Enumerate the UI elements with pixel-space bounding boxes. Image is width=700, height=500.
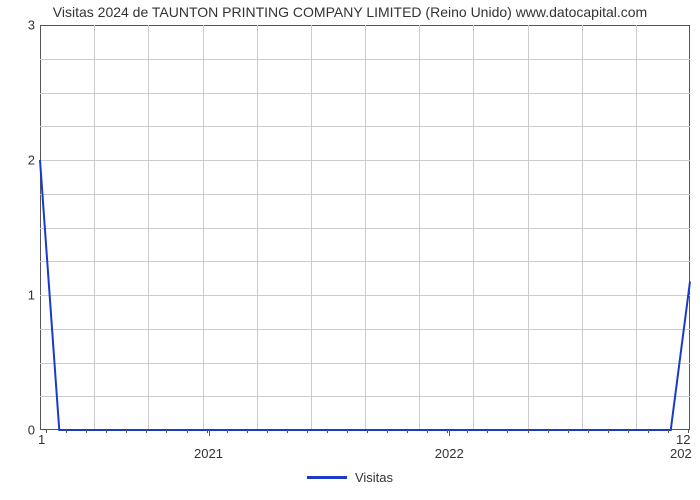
x-end-label-bottom: 202	[670, 446, 692, 461]
y-tick-label: 3	[5, 18, 35, 33]
x-tick-minor	[588, 430, 589, 433]
x-tick-minor	[487, 430, 488, 433]
x-tick-minor	[247, 430, 248, 433]
chart-title: Visitas 2024 de TAUNTON PRINTING COMPANY…	[0, 4, 700, 20]
x-tick-minor	[347, 430, 348, 433]
x-tick-minor	[628, 430, 629, 433]
x-tick-major	[209, 430, 210, 436]
x-end-label-top: 12	[676, 432, 690, 447]
y-tick-label: 0	[5, 423, 35, 438]
x-tick-minor	[387, 430, 388, 433]
x-tick-minor	[447, 430, 448, 433]
x-tick-minor	[648, 430, 649, 433]
x-tick-major	[449, 430, 450, 436]
plot-area	[40, 25, 690, 430]
legend-swatch	[307, 476, 347, 479]
x-tick-minor	[668, 430, 669, 433]
x-tick-minor	[207, 430, 208, 433]
x-tick-minor	[307, 430, 308, 433]
series-line	[40, 160, 690, 430]
x-tick-minor	[86, 430, 87, 433]
x-tick-minor	[608, 430, 609, 433]
y-tick-label: 1	[5, 288, 35, 303]
x-tick-minor	[227, 430, 228, 433]
x-tick-minor	[507, 430, 508, 433]
x-tick-minor	[46, 430, 47, 433]
y-tick-label: 2	[5, 153, 35, 168]
x-tick-minor	[187, 430, 188, 433]
x-tick-minor	[528, 430, 529, 433]
chart-container: Visitas 2024 de TAUNTON PRINTING COMPANY…	[0, 0, 700, 500]
x-tick-label: 2021	[194, 446, 223, 461]
legend-label: Visitas	[355, 470, 393, 485]
x-tick-minor	[467, 430, 468, 433]
x-tick-minor	[327, 430, 328, 433]
x-tick-label: 2022	[435, 446, 464, 461]
x-tick-minor	[427, 430, 428, 433]
x-tick-minor	[166, 430, 167, 433]
x-tick-minor	[287, 430, 288, 433]
x-tick-minor	[106, 430, 107, 433]
x-tick-minor	[407, 430, 408, 433]
x-start-label: 1	[38, 432, 45, 447]
x-tick-minor	[548, 430, 549, 433]
x-tick-minor	[126, 430, 127, 433]
x-tick-minor	[568, 430, 569, 433]
x-tick-minor	[367, 430, 368, 433]
x-tick-minor	[267, 430, 268, 433]
x-tick-minor	[66, 430, 67, 433]
data-line	[40, 25, 690, 430]
legend: Visitas	[0, 470, 700, 485]
x-tick-minor	[146, 430, 147, 433]
